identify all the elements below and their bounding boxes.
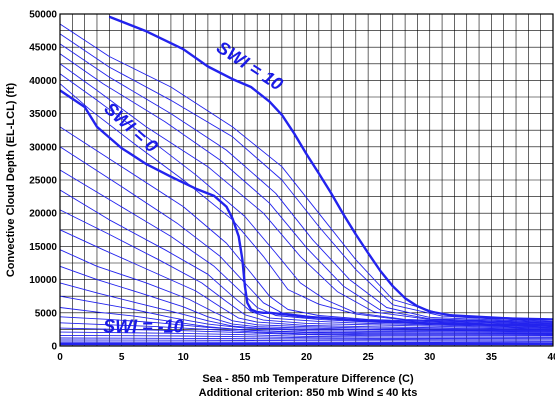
x-tick-label: 30 [424, 352, 436, 363]
y-tick-label: 25000 [29, 176, 57, 187]
contour-line [59, 229, 554, 330]
contour-line [59, 53, 554, 324]
x-tick-label: 15 [239, 352, 251, 363]
x-tick-label: 5 [119, 352, 125, 363]
contour-line [59, 295, 554, 333]
y-tick-label: 5000 [35, 308, 58, 319]
contour-line [59, 316, 554, 335]
x-tick-label: 40 [547, 352, 555, 363]
series-line [108, 15, 554, 321]
y-tick-label: 45000 [29, 43, 57, 54]
y-tick-label: 40000 [29, 76, 57, 87]
swi-series-lines [59, 15, 554, 346]
y-tick-label: 10000 [29, 275, 57, 286]
x-tick-label: 0 [57, 352, 63, 363]
contour-lines [59, 23, 554, 344]
y-tick-label: 35000 [29, 109, 57, 120]
y-tick-label: 0 [51, 342, 57, 353]
contour-line [59, 249, 554, 331]
contour-line [59, 322, 554, 336]
y-axis-label: Convective Cloud Depth (EL-LCL) (ft) [5, 83, 17, 278]
contour-line [59, 307, 554, 334]
x-tick-label: 35 [486, 352, 498, 363]
grid-lines [59, 13, 554, 347]
contour-line [59, 73, 554, 325]
contour-line [59, 63, 554, 324]
x-axis-label: Sea - 850 mb Temperature Difference (C) [202, 373, 414, 385]
contour-line [59, 126, 554, 327]
y-tick-label: 20000 [29, 209, 57, 220]
y-tick-label: 15000 [29, 242, 57, 253]
contour-line [59, 337, 554, 341]
contour-line [59, 43, 554, 323]
x-tick-label: 10 [178, 352, 190, 363]
x-tick-labels: 0 5 10 15 20 25 30 35 40 [57, 352, 555, 363]
contour-line [59, 327, 554, 337]
contour-line [59, 209, 554, 330]
x-tick-label: 20 [301, 352, 313, 363]
y-tick-labels: 0 5000 10000 15000 20000 25000 30000 35000 40000… [29, 10, 57, 353]
contour-line [59, 282, 554, 332]
y-tick-label: 50000 [29, 10, 57, 21]
contour-line [59, 169, 554, 328]
contour-line [59, 341, 554, 344]
contour-line [59, 334, 554, 340]
series-annotation: SWI = -10 [103, 317, 184, 337]
y-tick-label: 30000 [29, 142, 57, 153]
contour-line [59, 83, 554, 326]
x-axis-sublabel: Additional criterion: 850 mb Wind ≤ 40 k… [199, 387, 418, 399]
contour-line [59, 33, 554, 322]
contour-line [59, 189, 554, 329]
x-tick-label: 25 [363, 352, 375, 363]
contour-line [59, 265, 554, 332]
series-line [59, 89, 554, 327]
contour-line [59, 331, 554, 338]
plot-frame [59, 13, 554, 347]
contour-line [59, 339, 554, 342]
